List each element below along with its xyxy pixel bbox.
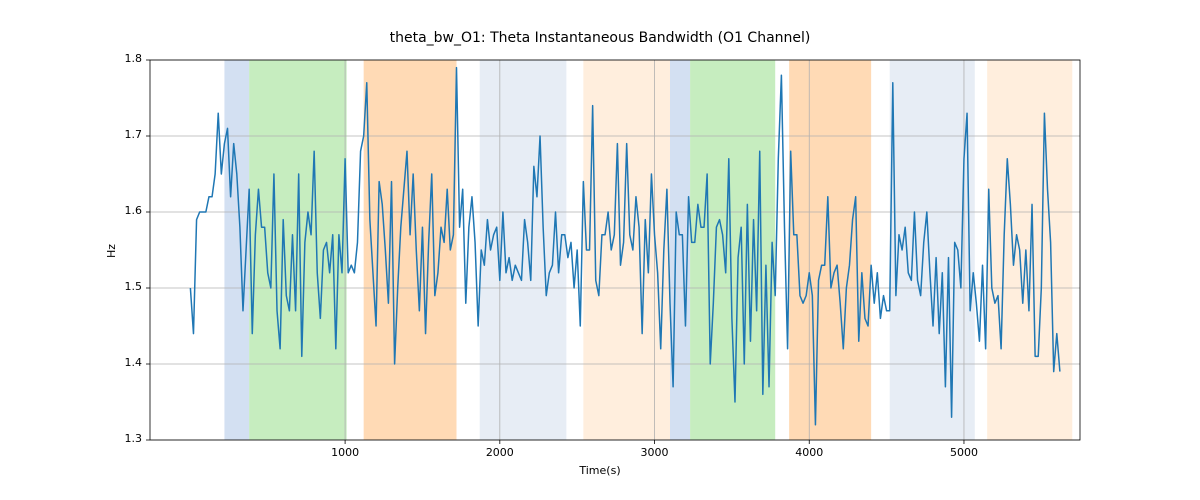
x-tick-label: 4000 bbox=[784, 446, 834, 459]
x-tick-label: 5000 bbox=[939, 446, 989, 459]
y-tick-label: 1.8 bbox=[125, 52, 143, 65]
x-tick-label: 1000 bbox=[320, 446, 370, 459]
figure: theta_bw_O1: Theta Instantaneous Bandwid… bbox=[0, 0, 1200, 500]
y-tick-label: 1.5 bbox=[125, 280, 143, 293]
y-tick-label: 1.4 bbox=[125, 356, 143, 369]
y-tick-label: 1.7 bbox=[125, 128, 143, 141]
y-tick-label: 1.3 bbox=[125, 432, 143, 445]
y-tick-label: 1.6 bbox=[125, 204, 143, 217]
plot-area bbox=[0, 0, 1200, 500]
x-tick-label: 2000 bbox=[475, 446, 525, 459]
x-tick-label: 3000 bbox=[630, 446, 680, 459]
